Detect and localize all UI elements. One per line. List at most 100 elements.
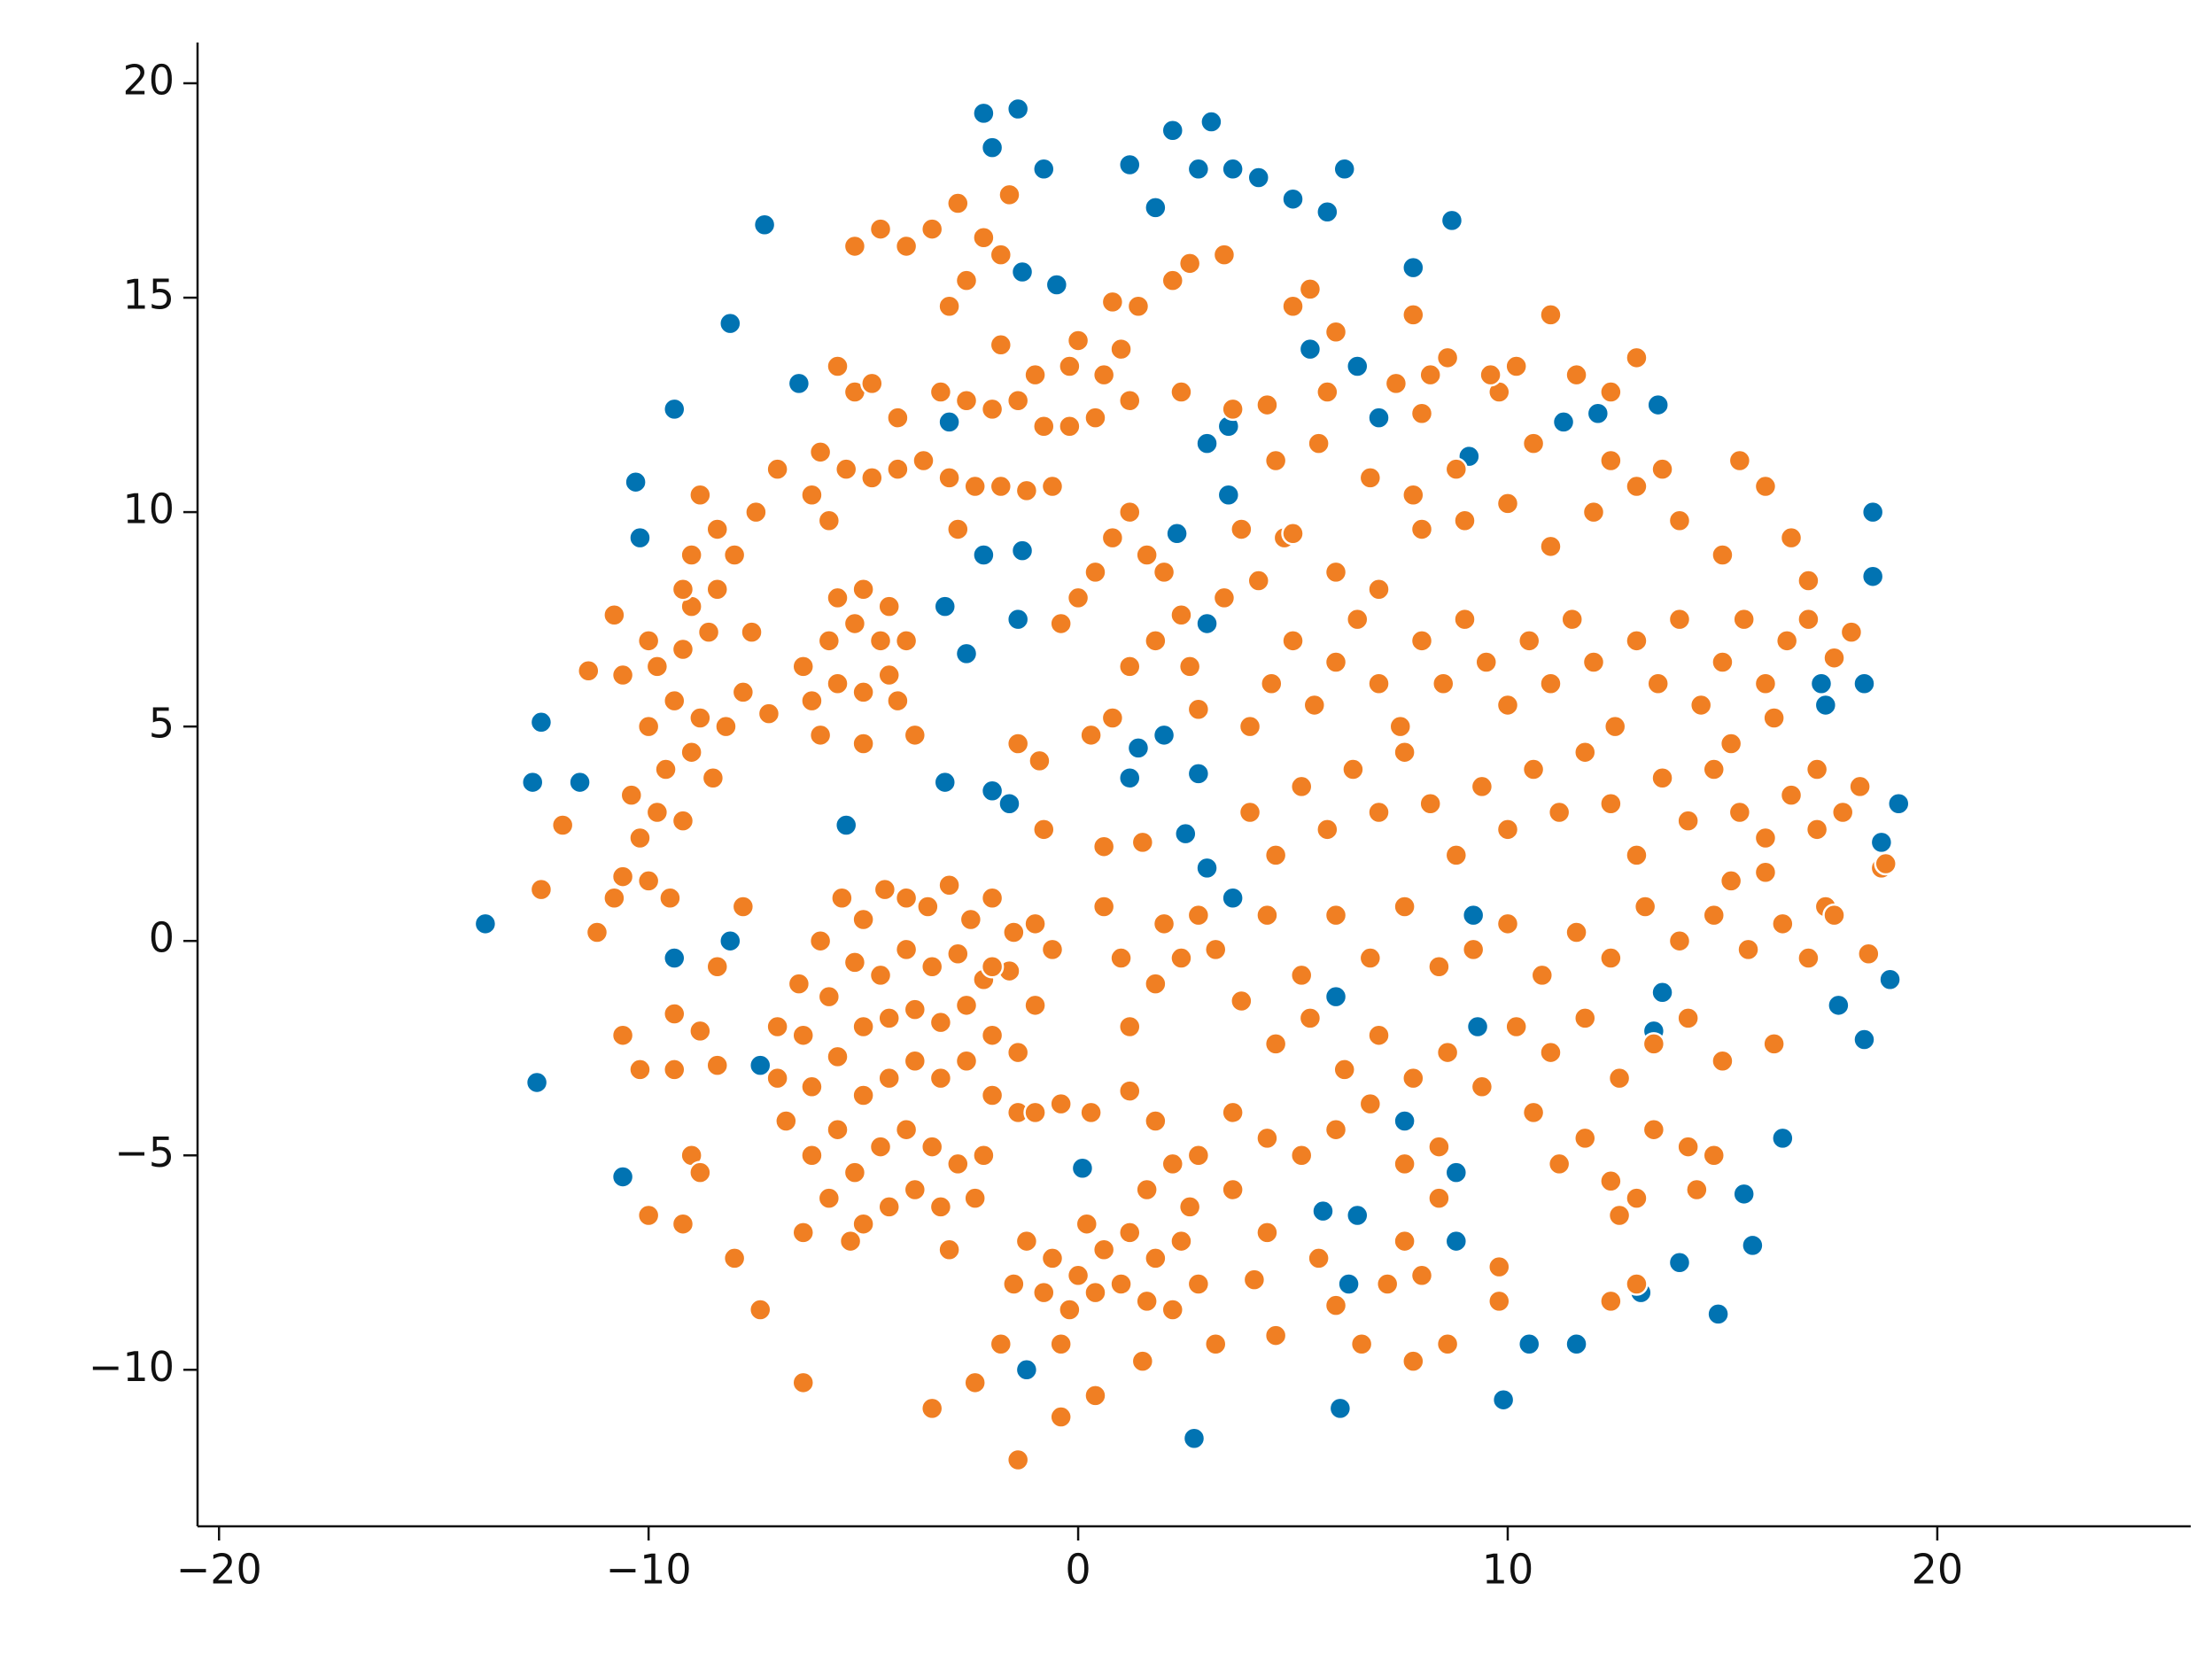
scatter-point [585, 920, 609, 944]
scatter-point [718, 311, 742, 336]
scatter-point [997, 182, 1021, 207]
scatter-point [1221, 397, 1245, 422]
scatter-point [1869, 830, 1894, 855]
scatter-point [1221, 1177, 1245, 1202]
scatter-point [748, 1053, 772, 1077]
scatter-point [1599, 1169, 1623, 1193]
scatter-point [1860, 564, 1885, 588]
scatter-point [610, 1023, 635, 1047]
scatter-point [1539, 1040, 1563, 1065]
scatter-point [520, 770, 545, 795]
scatter-point [1263, 1032, 1288, 1056]
scatter-point [1023, 912, 1047, 936]
scatter-point [1797, 607, 1820, 632]
scatter-point [1625, 474, 1649, 499]
scatter-point [731, 895, 756, 919]
scatter-point [912, 448, 935, 473]
scatter-point [1144, 629, 1168, 653]
scatter-point [1005, 388, 1030, 413]
scatter-point [1144, 1246, 1168, 1270]
scatter-point [1246, 166, 1270, 190]
scatter-point [928, 1010, 953, 1035]
scatter-point [1044, 273, 1069, 297]
scatter-point [1358, 466, 1383, 490]
scatter-point [972, 101, 996, 126]
scatter-point [1058, 415, 1082, 438]
scatter-point [1432, 671, 1455, 695]
scatter-point [705, 1053, 729, 1077]
scatter-point [1032, 818, 1056, 842]
scatter-point [1547, 1152, 1572, 1176]
scatter-point [636, 869, 661, 893]
scatter-point [946, 517, 970, 541]
scatter-point [1028, 749, 1052, 773]
scatter-point [972, 226, 996, 250]
scatter-point [744, 500, 768, 524]
scatter-point [860, 466, 884, 490]
scatter-point [645, 655, 670, 679]
scatter-point [718, 928, 742, 953]
scatter-point [1023, 362, 1047, 387]
scatter-point [1212, 243, 1237, 267]
scatter-point [1504, 1014, 1528, 1039]
scatter-point [1878, 967, 1902, 992]
scatter-point [1732, 607, 1756, 632]
scatter-point [1100, 290, 1125, 314]
scatter-point [959, 907, 983, 932]
scatter-point [1242, 1268, 1267, 1292]
scatter-point [1144, 1109, 1168, 1133]
scatter-point [524, 1070, 549, 1095]
scatter-point [1539, 534, 1563, 559]
scatter-point [1599, 792, 1623, 816]
scatter-point [1083, 1384, 1107, 1408]
scatter-point [1177, 252, 1202, 276]
scatter-point [705, 517, 729, 541]
scatter-point [1144, 972, 1168, 996]
scatter-point [851, 1014, 875, 1039]
scatter-point [1676, 809, 1700, 833]
scatter-point [1401, 303, 1425, 327]
scatter-point [1581, 650, 1606, 674]
scatter-point [980, 886, 1005, 911]
scatter-point [1830, 800, 1855, 825]
y-tick-label: −10 [89, 1343, 175, 1391]
scatter-point [1230, 989, 1253, 1013]
scatter-point [826, 671, 850, 695]
scatter-point [1393, 1152, 1416, 1176]
scatter-point [1230, 517, 1253, 541]
scatter-point [1427, 954, 1451, 979]
scatter-point [1281, 629, 1305, 653]
scatter-point [1032, 1280, 1056, 1305]
scatter-point [787, 972, 811, 996]
scatter-point [1186, 697, 1211, 722]
scatter-point [868, 629, 893, 653]
y-tick-label: 0 [149, 914, 175, 962]
scatter-point [1005, 1447, 1030, 1472]
scatter-point [954, 641, 979, 666]
scatter-point [877, 594, 901, 618]
scatter-point [1281, 522, 1305, 546]
scatter-point [1504, 354, 1528, 378]
scatter-point [577, 658, 601, 683]
scatter-point [1174, 821, 1198, 846]
scatter-point [1852, 1028, 1876, 1052]
scatter-point [1070, 1156, 1095, 1181]
scatter-point [817, 1186, 842, 1210]
scatter-point [1049, 1405, 1073, 1429]
scatter-point [980, 136, 1005, 159]
scatter-point [1083, 560, 1107, 585]
scatter-point [1667, 508, 1692, 533]
scatter-point [602, 603, 626, 627]
scatter-point [1702, 1144, 1726, 1168]
scatter-point [1401, 1066, 1425, 1090]
scatter-point [1075, 1212, 1099, 1236]
scatter-point [1625, 1186, 1649, 1210]
scatter-point [1607, 1066, 1632, 1090]
scatter-point [1774, 629, 1799, 653]
scatter-point [663, 688, 687, 713]
scatter-point [1160, 268, 1185, 292]
scatter-point [624, 470, 648, 494]
scatter-point [1195, 431, 1219, 455]
scatter-point [671, 577, 695, 601]
